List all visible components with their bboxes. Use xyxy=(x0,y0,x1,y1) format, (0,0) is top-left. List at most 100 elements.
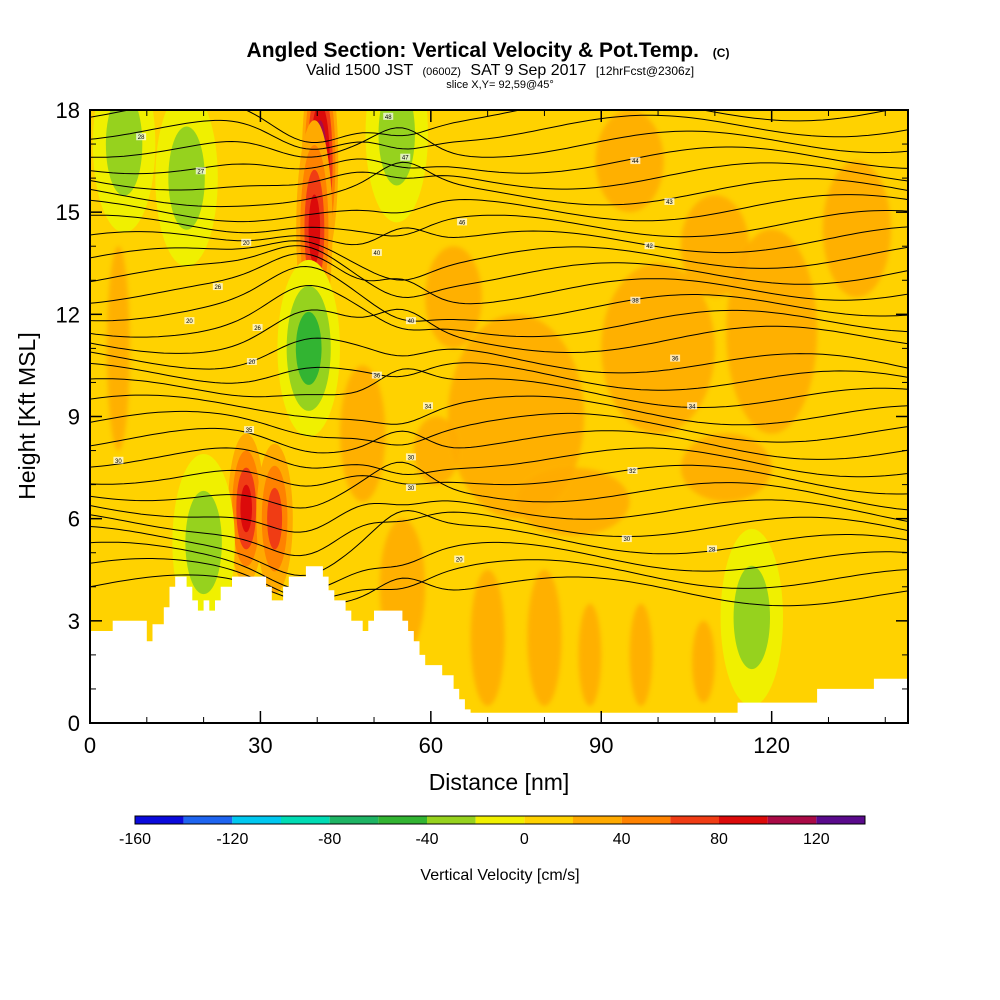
contour-label: 32 xyxy=(629,469,636,475)
contour-label: 34 xyxy=(425,404,432,410)
y-tick-label: 15 xyxy=(56,200,80,225)
x-tick-label: 90 xyxy=(589,733,613,758)
contour-label: 38 xyxy=(632,299,639,305)
isentrope-line xyxy=(90,410,908,446)
chart-title-main: Angled Section: Vertical Velocity & Pot.… xyxy=(247,39,699,62)
isentrope-line xyxy=(90,284,908,338)
contour-labels: 28 27 20 26 20 26 20 35 30 48 47 46 40 40 36 34 30 30 20 44… xyxy=(113,112,718,564)
weak-updraft-patch xyxy=(413,416,460,485)
contour-label: 26 xyxy=(214,285,221,291)
contour-label: 30 xyxy=(623,537,630,543)
weak-updraft-patch xyxy=(425,246,482,349)
colorbar-tick-label: 120 xyxy=(803,831,830,848)
isentrope-line xyxy=(90,161,908,208)
contour-label: 28 xyxy=(709,547,716,553)
colorbar-tick-label: -120 xyxy=(216,831,248,848)
contour-label-bg xyxy=(195,167,206,175)
subtitle-utc: (0600Z) xyxy=(422,66,461,78)
isentrope-line xyxy=(90,245,908,299)
downdraft-core-band xyxy=(105,110,143,196)
x-tick-label: 60 xyxy=(419,733,443,758)
contour-label: 36 xyxy=(374,374,381,380)
colorbar-frame xyxy=(134,815,866,825)
isentrope-line xyxy=(90,461,908,511)
contour-label: 35 xyxy=(246,428,253,434)
x-tick-label: 0 xyxy=(84,733,96,758)
contour-label: 26 xyxy=(254,326,261,332)
y-tick-label: 18 xyxy=(56,98,80,123)
isentrope-line xyxy=(90,210,908,238)
isentrope-line xyxy=(90,447,908,478)
colorbar-tick-label: -160 xyxy=(119,831,151,848)
chart-title: Angled Section: Vertical Velocity & Pot.… xyxy=(247,39,730,62)
contour-label-bg xyxy=(405,317,416,325)
contour-label: 40 xyxy=(408,319,415,325)
colorbar-tick-label: -40 xyxy=(415,831,438,848)
y-tick-label: 0 xyxy=(68,711,80,736)
contour-label-bg xyxy=(113,456,124,464)
weak-updraft-patch xyxy=(629,603,653,706)
x-axis-label: Distance [nm] xyxy=(429,769,570,795)
contour-label: 20 xyxy=(243,241,250,247)
isentrope-line xyxy=(90,127,908,158)
updraft-core-band xyxy=(308,194,321,264)
y-axis-label: Height [Kft MSL] xyxy=(14,332,40,499)
x-tick-label: 120 xyxy=(753,733,790,758)
isentrope-line xyxy=(90,427,908,460)
velocity-cores xyxy=(92,110,784,706)
isentrope-line xyxy=(90,368,908,408)
colorbar-swatch xyxy=(573,816,622,824)
colorbar-swatch xyxy=(183,816,233,824)
isentrope-line xyxy=(90,265,908,322)
colorbar: -160 -120 -80 -40 0 40 80 120 xyxy=(119,815,866,848)
isentrope-line xyxy=(90,226,908,254)
weak-updraft-patch xyxy=(692,620,715,703)
contour-label-bg xyxy=(454,555,465,563)
contour-label-bg xyxy=(422,402,433,410)
isentrope-line xyxy=(90,511,908,557)
contour-label: 44 xyxy=(632,159,639,165)
contour-label: 36 xyxy=(672,357,679,363)
contour-label-bg xyxy=(687,402,698,410)
y-tick-label: 12 xyxy=(56,302,80,327)
contour-label: 40 xyxy=(374,251,381,257)
y-tick-label: 3 xyxy=(68,609,80,634)
contour-label-bg xyxy=(457,218,468,226)
isentrope-line xyxy=(90,194,908,223)
contour-label: 46 xyxy=(459,220,466,226)
colorbar-tick-label: 40 xyxy=(613,831,631,848)
colorbar-swatch xyxy=(767,816,817,824)
contour-label-bg xyxy=(630,157,641,165)
contour-label: 30 xyxy=(408,486,415,492)
isentrope-line xyxy=(90,541,908,591)
subtitle-valid: Valid 1500 JST xyxy=(306,62,414,79)
contour-label-bg xyxy=(400,153,411,161)
contour-label: 28 xyxy=(138,135,145,141)
colorbar-swatch xyxy=(135,816,184,824)
isentrope-line xyxy=(90,499,908,533)
updraft-core-band xyxy=(267,487,283,550)
contour-label: 42 xyxy=(646,244,653,250)
y-tick-label: 6 xyxy=(68,507,80,532)
contour-label-bg xyxy=(212,283,223,291)
contour-label-bg xyxy=(670,354,681,362)
colorbar-tick-label: 0 xyxy=(520,831,529,848)
contour-label: 34 xyxy=(689,404,696,410)
isentrope-line xyxy=(90,146,908,175)
contour-label: 20 xyxy=(186,319,193,325)
colorbar-swatch xyxy=(524,816,573,824)
contour-label: 20 xyxy=(456,558,463,564)
contour-label-bg xyxy=(244,426,255,434)
colorbar-swatch xyxy=(670,816,719,824)
isentrope-line xyxy=(90,337,908,374)
x-tick-label: 30 xyxy=(248,733,272,758)
contour-label-bg xyxy=(664,197,675,205)
colorbar-tick-label: -80 xyxy=(318,831,341,848)
chart-subtitle: Valid 1500 JST (0600Z) SAT 9 Sep 2017 [1… xyxy=(306,62,694,79)
contour-label: 43 xyxy=(666,200,673,206)
weak-updraft-patch xyxy=(595,110,664,213)
slice-label: slice X,Y= 92,59@45° xyxy=(446,79,554,91)
colorbar-swatch xyxy=(281,816,330,824)
colorbar-swatch xyxy=(232,816,281,824)
